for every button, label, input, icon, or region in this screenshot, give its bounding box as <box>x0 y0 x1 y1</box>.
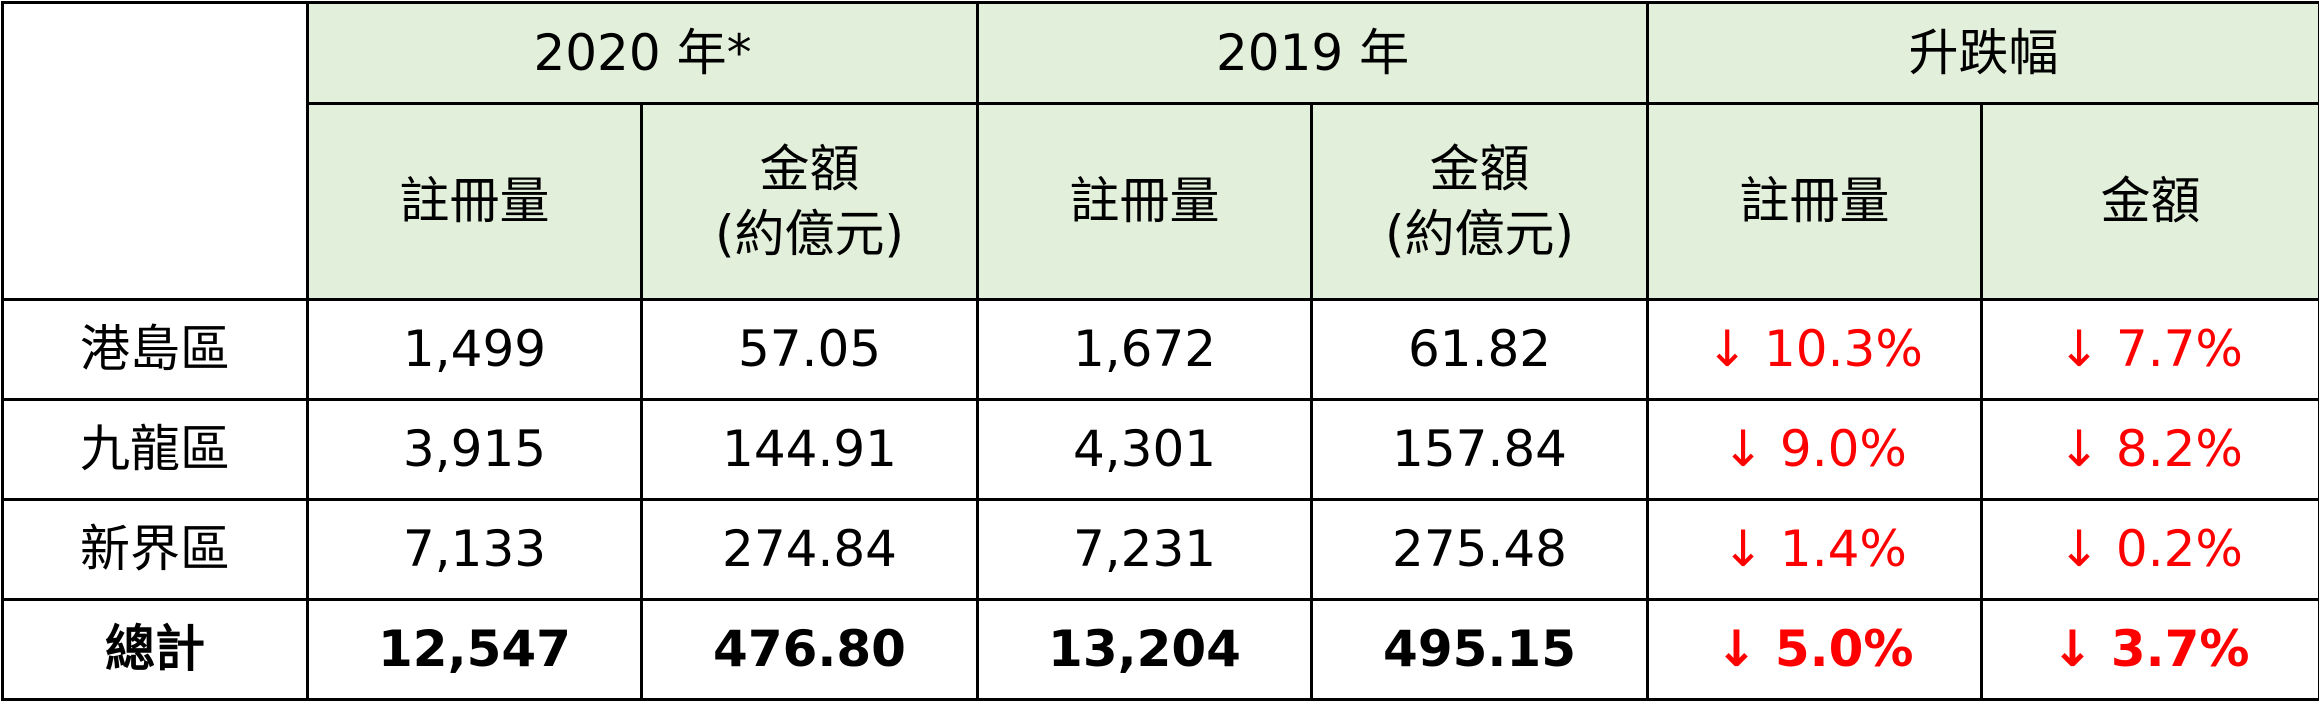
cell: 274.84 <box>642 500 978 600</box>
group-header: 升跌幅 <box>1648 3 2319 104</box>
cell: ↓ 1.4% <box>1648 500 1982 600</box>
cell: 3,915 <box>308 400 642 500</box>
cell: 7,133 <box>308 500 642 600</box>
cell: ↓ 7.7% <box>1982 300 2319 400</box>
group-label: 2020 年* <box>533 24 751 82</box>
subheader-label: 金額 <box>760 140 860 198</box>
cell: 157.84 <box>1312 400 1648 500</box>
cell-value: ↓ 7.7% <box>2058 320 2243 378</box>
cell: 12,547 <box>308 600 642 700</box>
subheader-row: 註冊量 金額 (約億元) 註冊量 金額 (約億元) 註冊量 金額 <box>3 104 2319 300</box>
row-label: 九龍區 <box>3 400 308 500</box>
total-row: 總計 12,547 476.80 13,204 495.15 ↓ 5.0% ↓ 3.7% <box>3 600 2319 700</box>
subheader: 註冊量 <box>1648 104 1982 300</box>
data-row: 新界區 7,133 274.84 7,231 275.48 ↓ 1.4% ↓ 0.2% <box>3 500 2319 600</box>
table-body: 2020 年* 2019 年 升跌幅註冊量 金額 (約億元) 註冊量 金額 (約億元) 註冊量 金… <box>3 3 2319 700</box>
group-label: 升跌幅 <box>1909 24 2059 82</box>
row-label: 新界區 <box>3 500 308 600</box>
cell-value: 7,133 <box>403 520 546 578</box>
cell-value: 476.80 <box>713 620 906 678</box>
region-label: 九龍區 <box>80 420 230 478</box>
cell-value: 274.84 <box>722 520 897 578</box>
region-label: 港島區 <box>80 320 230 378</box>
subheader: 金額 <box>1982 104 2319 300</box>
cell-value: ↓ 10.3% <box>1706 320 1923 378</box>
cell-value: 157.84 <box>1392 420 1567 478</box>
subheader-label: 註冊量 <box>1070 172 1220 230</box>
cell-value: 144.91 <box>722 420 897 478</box>
cell-value: ↓ 5.0% <box>1716 620 1914 678</box>
cell-value: 13,204 <box>1048 620 1241 678</box>
cell: 1,499 <box>308 300 642 400</box>
subheader-label: 金額 <box>2101 172 2201 230</box>
group-label: 2019 年 <box>1216 24 1409 82</box>
cell: ↓ 3.7% <box>1982 600 2319 700</box>
row-label: 總計 <box>3 600 308 700</box>
cell: ↓ 10.3% <box>1648 300 1982 400</box>
group-header: 2020 年* <box>308 3 978 104</box>
cell-value: ↓ 3.7% <box>2052 620 2250 678</box>
cell: ↓ 9.0% <box>1648 400 1982 500</box>
cell-value: 57.05 <box>738 320 881 378</box>
cell-value: 61.82 <box>1408 320 1551 378</box>
cell-value: 7,231 <box>1073 520 1216 578</box>
cell: 7,231 <box>978 500 1312 600</box>
region-label: 總計 <box>105 620 205 678</box>
cell: ↓ 5.0% <box>1648 600 1982 700</box>
cell: ↓ 8.2% <box>1982 400 2319 500</box>
row-label: 港島區 <box>3 300 308 400</box>
subheader-label: 註冊量 <box>400 172 550 230</box>
cell-value: ↓ 1.4% <box>1722 520 1907 578</box>
cell: 57.05 <box>642 300 978 400</box>
cell: 476.80 <box>642 600 978 700</box>
corner-cell <box>3 3 308 300</box>
cell: 1,672 <box>978 300 1312 400</box>
subheader: 金額 (約億元) <box>642 104 978 300</box>
cell: 144.91 <box>642 400 978 500</box>
group-header: 2019 年 <box>978 3 1648 104</box>
subheader: 金額 (約億元) <box>1312 104 1648 300</box>
subheader-label: 註冊量 <box>1740 172 1890 230</box>
cell-value: ↓ 8.2% <box>2058 420 2243 478</box>
header-row: 2020 年* 2019 年 升跌幅 <box>3 3 2319 104</box>
cell: 275.48 <box>1312 500 1648 600</box>
subheader-label: (約億元) <box>1385 205 1574 263</box>
cell-value: 495.15 <box>1383 620 1576 678</box>
cell-value: 1,499 <box>403 320 546 378</box>
cell: 13,204 <box>978 600 1312 700</box>
subheader: 註冊量 <box>308 104 642 300</box>
subheader: 註冊量 <box>978 104 1312 300</box>
subheader-label: 金額 <box>1430 140 1530 198</box>
cell: 61.82 <box>1312 300 1648 400</box>
cell: ↓ 0.2% <box>1982 500 2319 600</box>
region-label: 新界區 <box>80 520 230 578</box>
cell-value: ↓ 9.0% <box>1722 420 1907 478</box>
cell-value: 1,672 <box>1073 320 1216 378</box>
data-row: 港島區 1,499 57.05 1,672 61.82 ↓ 10.3% ↓ 7.7% <box>3 300 2319 400</box>
cell: 495.15 <box>1312 600 1648 700</box>
cell-value: ↓ 0.2% <box>2058 520 2243 578</box>
cell-value: 12,547 <box>378 620 571 678</box>
cell-value: 275.48 <box>1392 520 1567 578</box>
subheader-label: (約億元) <box>715 205 904 263</box>
cell: 4,301 <box>978 400 1312 500</box>
cell-value: 4,301 <box>1073 420 1216 478</box>
data-row: 九龍區 3,915 144.91 4,301 157.84 ↓ 9.0% ↓ 8.2% <box>3 400 2319 500</box>
cell-value: 3,915 <box>403 420 546 478</box>
